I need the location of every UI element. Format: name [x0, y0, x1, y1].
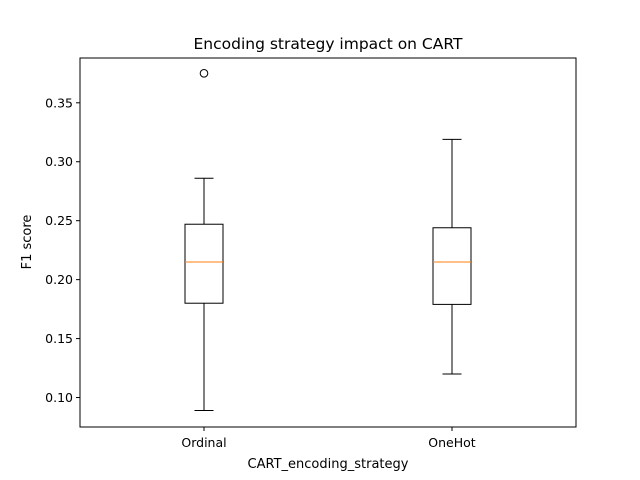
- iqr-box: [432, 227, 472, 305]
- y-tick-label: 0.35: [45, 95, 73, 110]
- chart-title: Encoding strategy impact on CART: [194, 35, 464, 53]
- x-axis-label: CART_encoding_strategy: [248, 457, 409, 472]
- outlier-point: [199, 69, 209, 78]
- iqr-box: [184, 223, 224, 304]
- y-tick-label: 0.30: [45, 154, 73, 169]
- x-tick-label: Ordinal: [181, 435, 226, 450]
- x-tick-label: OneHot: [428, 435, 475, 450]
- y-axis-label: F1 score: [20, 215, 35, 270]
- y-tick-label: 0.10: [45, 390, 73, 405]
- x-axis: Ordinal OneHot: [181, 427, 476, 450]
- box-ordinal: [184, 69, 224, 411]
- plot-frame: [79, 57, 577, 428]
- y-tick-label: 0.20: [45, 272, 73, 287]
- y-axis: 0.10 0.15 0.20 0.25 0.30 0.35: [45, 95, 80, 405]
- plot-elements: [184, 69, 472, 411]
- box-onehot: [432, 138, 472, 375]
- y-tick-label: 0.15: [45, 331, 73, 346]
- y-tick-label: 0.25: [45, 213, 73, 228]
